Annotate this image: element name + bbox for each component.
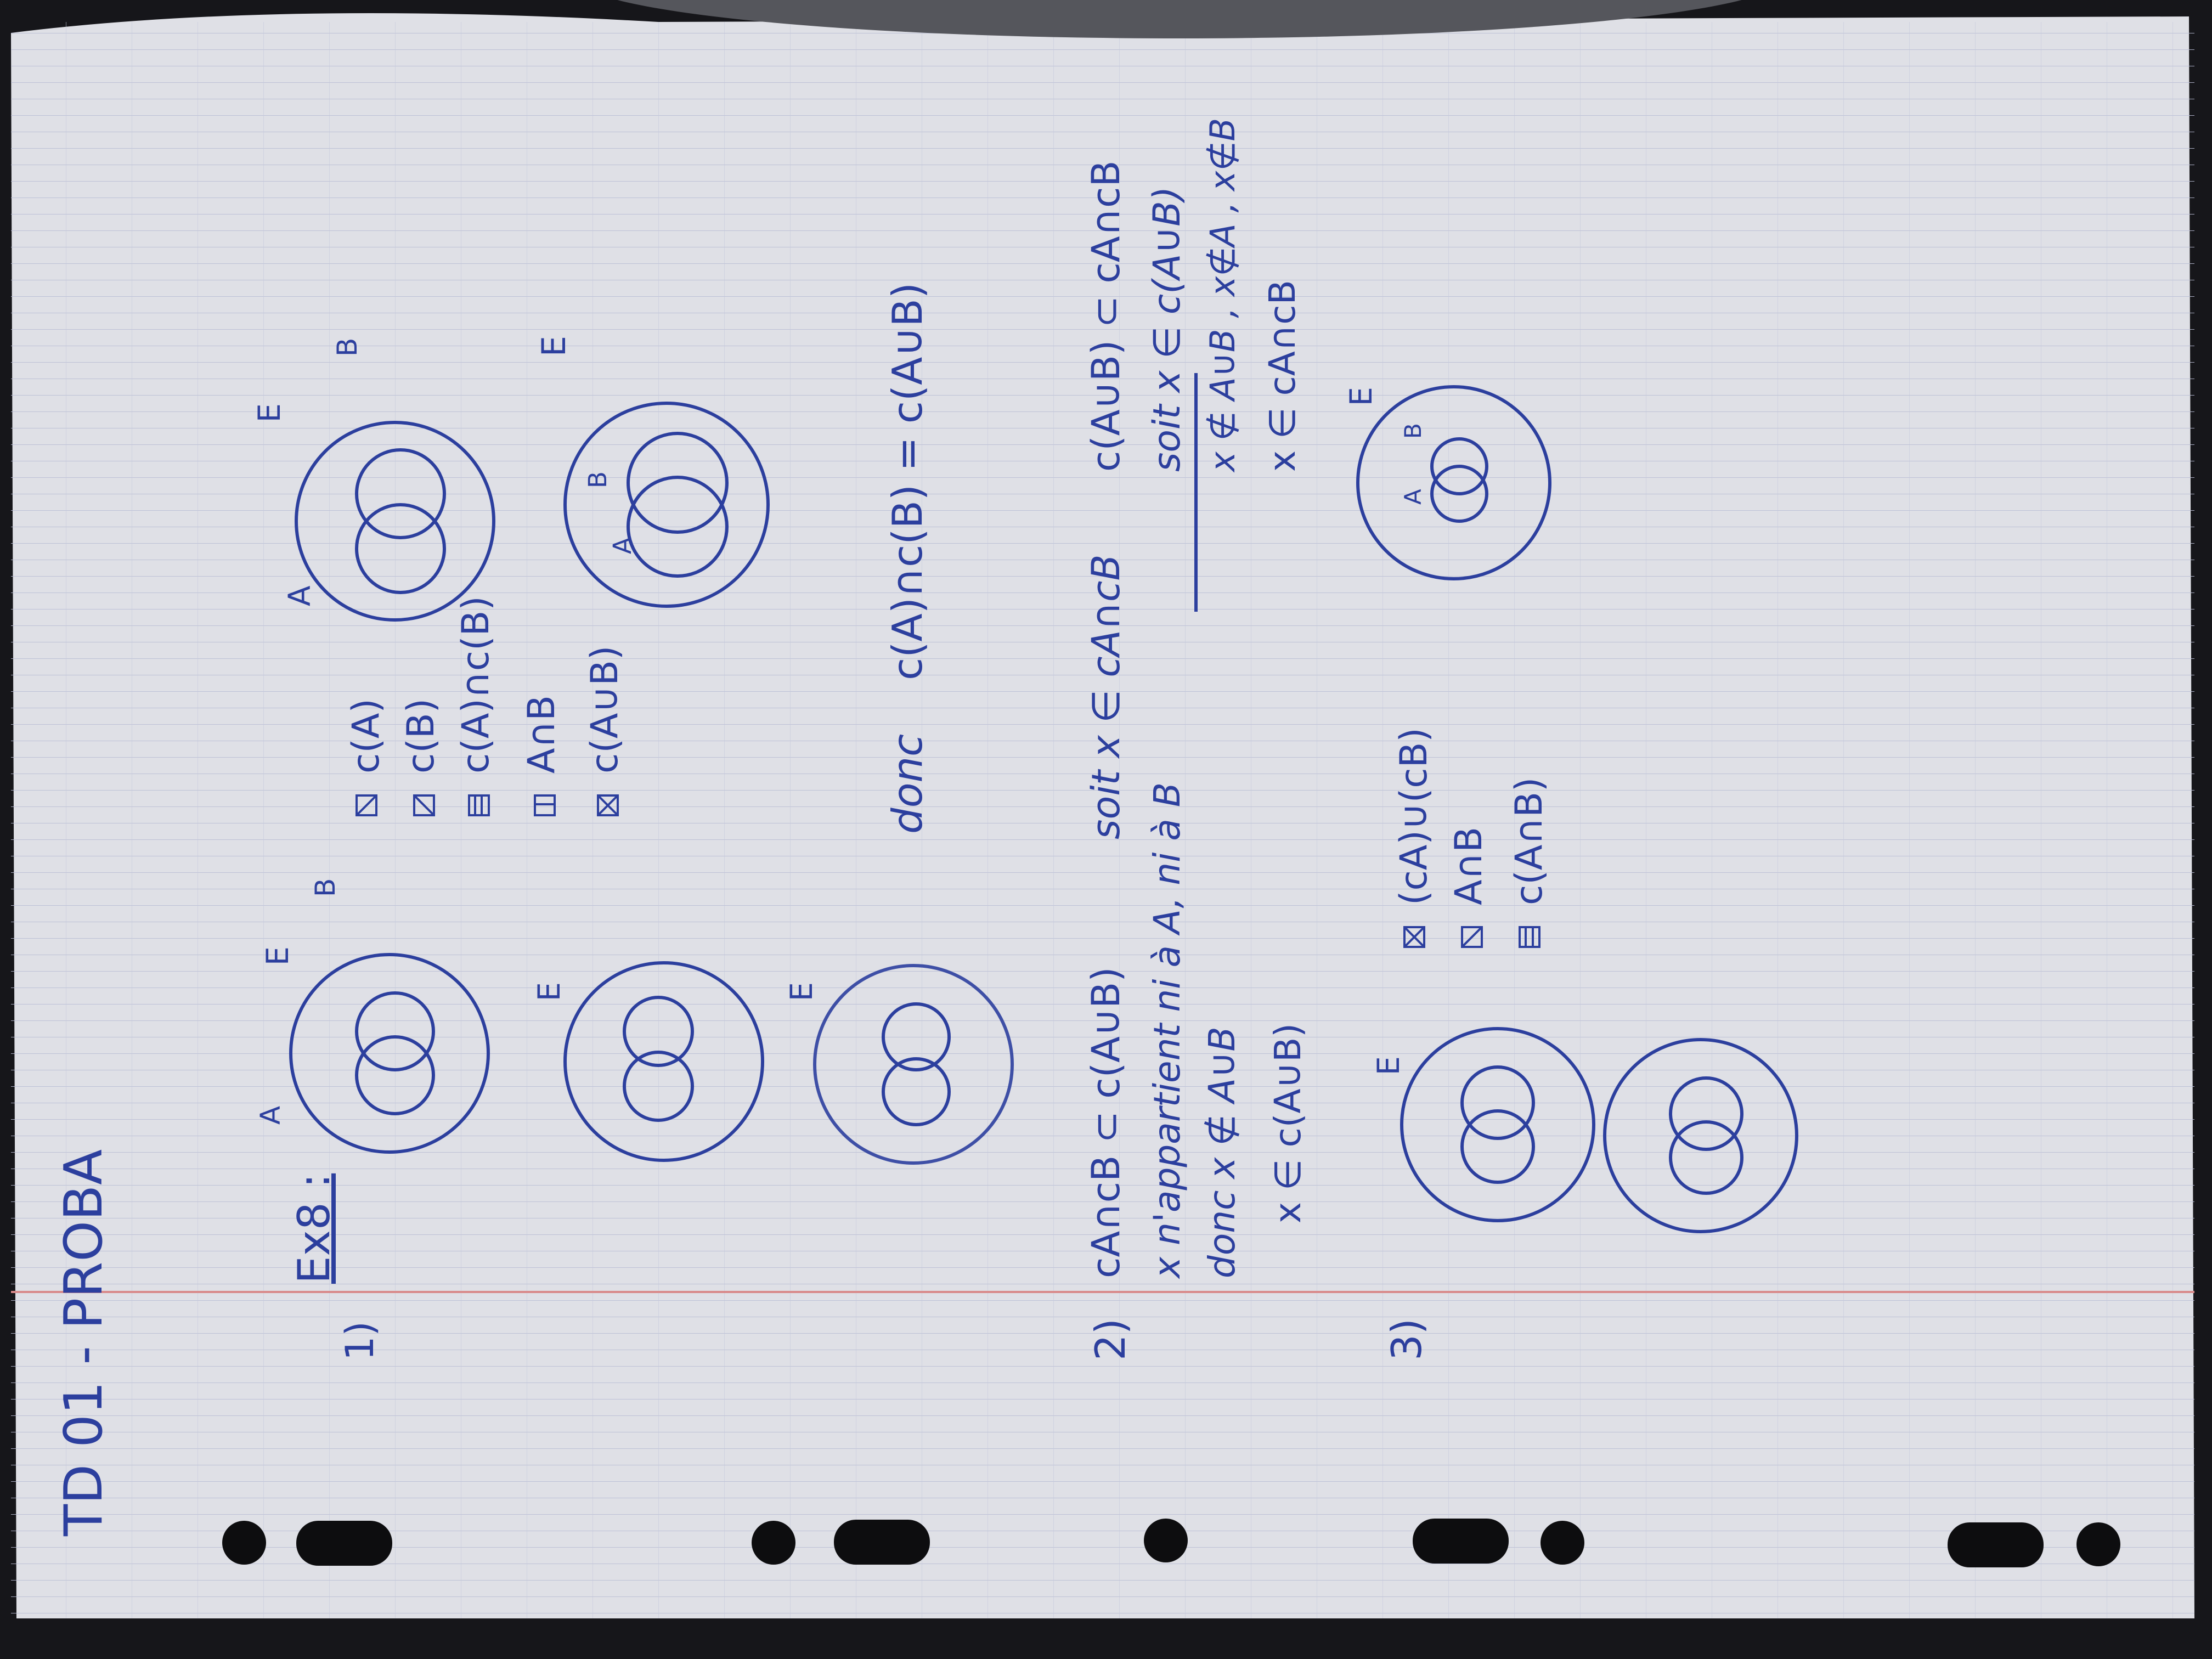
venn7-label-b: B: [1400, 423, 1426, 439]
venn7-label-e: E: [1344, 387, 1379, 406]
binder-holes: [222, 1519, 2120, 1567]
legend3-item-1: (cA)∪(cB): [1392, 727, 1436, 905]
venn1-label-a: A: [255, 1106, 286, 1125]
venn4-label-e: E: [252, 403, 287, 422]
venn5-label-e: E: [535, 336, 573, 357]
venn7-label-a: A: [1400, 489, 1426, 505]
exercise-label: Ex8 :: [289, 1173, 340, 1284]
venn3-label-e: E: [784, 982, 819, 1001]
legend1-item-4: A∩B: [520, 695, 563, 774]
part1-number: 1): [337, 1321, 382, 1361]
conclusion-equation: c(A)∩c(B) = c(A∪B): [883, 283, 932, 680]
part2-right-line-2: soit x ∈ c(A∪B): [1146, 187, 1189, 472]
venn-intersection-complement: A B E: [252, 338, 495, 622]
legend1-item-3: c(A)∩c(B): [454, 596, 498, 774]
venn5-label-b: B: [583, 471, 612, 488]
part2-right-line-1: c(A∪B) ⊂ cA∩cB: [1084, 160, 1128, 472]
venn-complement-a: A B E: [255, 878, 490, 1154]
venn-diagrams-part3: E A B E: [1344, 385, 1798, 1233]
legend3-item-2: A∩B: [1447, 827, 1491, 905]
part2-right-line-3: x ∉ A∪B , x∉A , x∉B: [1203, 118, 1243, 473]
venn-part3-a: E: [1371, 1027, 1595, 1222]
part2-left-line-2: x n'appartient ni à A, ni à B: [1146, 782, 1188, 1279]
conclusion-prefix: donc: [883, 734, 932, 834]
part2-left-line-4: x ∈ c(A∪B): [1267, 1023, 1309, 1223]
venn2-label-e: E: [532, 982, 567, 1001]
part2-left-line-3: donc x ∉ A∪B: [1201, 1026, 1243, 1278]
venn4-label-a: A: [282, 585, 317, 606]
paper-sheet: [11, 0, 2194, 1618]
venn5-label-a: A: [608, 537, 637, 554]
venn1-label-e: E: [260, 946, 295, 966]
part2-number: 2): [1086, 1318, 1135, 1361]
venn4-label-b: B: [331, 338, 363, 357]
venn-wavy: E: [784, 964, 1014, 1165]
legend1-item-2: c(B): [399, 698, 443, 774]
venn6-label-e: E: [1371, 1056, 1406, 1075]
venn-diagrams-part1: A B E E E A B E: [252, 336, 1014, 1165]
part2-right-line-4: x ∈ cA∩cB: [1261, 280, 1304, 472]
part2-left-line-1: cA∩cB ⊂ c(A∪B): [1084, 967, 1128, 1278]
venn-union-complement: A B E: [535, 336, 770, 608]
legend1-item-5: c(A∪B): [583, 646, 627, 774]
venn-part3-c: A B E: [1344, 385, 1551, 580]
venn-part3-b: [1603, 1038, 1798, 1233]
legend1-item-1: c(A): [345, 698, 388, 774]
venn1-label-b: B: [309, 878, 341, 897]
handwriting: TD 01 - PROBA Ex8 : 1) c(A) c(B) c(A)∩c(…: [54, 118, 1551, 1537]
legend3-item-3: c(A∩B): [1508, 777, 1551, 905]
venn-complement-b: E: [532, 961, 764, 1162]
legend3-swatches: [1403, 926, 1541, 948]
part3-number: 3): [1383, 1318, 1431, 1361]
part2-middle-line: soit x ∈ cA∩cB: [1084, 555, 1128, 839]
legend1-swatches: [356, 794, 619, 816]
shadow: [617, 0, 1742, 38]
page-title: TD 01 - PROBA: [54, 1149, 114, 1537]
